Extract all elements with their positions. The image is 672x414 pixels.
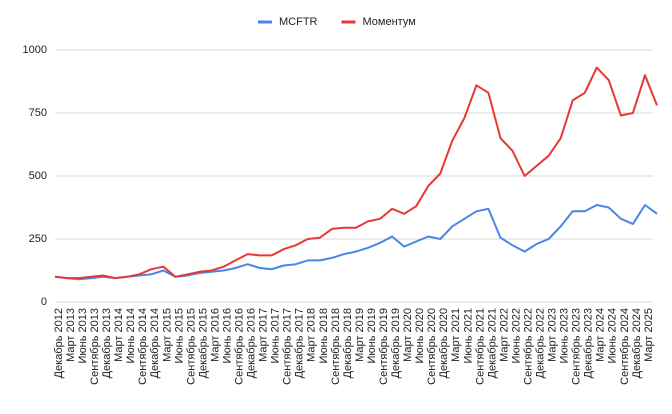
y-tick-label: 500 — [29, 170, 47, 182]
x-tick-label: Декабрь 2023 — [583, 308, 595, 378]
x-tick-label: Июнь 2015 — [173, 308, 185, 364]
x-tick-label: Март 2019 — [354, 308, 366, 362]
x-tick-label: Июнь 2024 — [607, 308, 619, 364]
legend-label: Моментум — [363, 16, 416, 28]
x-tick-label: Июнь 2014 — [125, 308, 137, 364]
x-tick-label: Март 2018 — [306, 308, 318, 362]
x-tick-label: Март 2024 — [595, 308, 607, 362]
x-tick-label: Декабрь 2014 — [149, 308, 161, 378]
x-tick-label: Июнь 2017 — [270, 308, 282, 364]
legend-label: MCFTR — [279, 16, 318, 28]
x-tick-label: Июнь 2016 — [221, 308, 233, 364]
x-tick-label: Декабрь 2015 — [197, 308, 209, 378]
y-tick-label: 250 — [29, 233, 47, 245]
x-tick-label: Июнь 2019 — [366, 308, 378, 364]
y-tick-label: 750 — [29, 107, 47, 119]
x-tick-label: Сентябрь 2016 — [234, 308, 246, 385]
x-tick-label: Декабрь 2012 — [53, 308, 65, 378]
x-tick-label: Сентябрь 2013 — [89, 308, 101, 385]
x-tick-label: Сентябрь 2023 — [571, 308, 583, 385]
x-tick-label: Март 2020 — [402, 308, 414, 362]
y-tick-label: 1000 — [23, 44, 47, 56]
x-tick-label: Сентябрь 2020 — [426, 308, 438, 385]
x-tick-label: Март 2021 — [450, 308, 462, 362]
x-tick-label: Июнь 2020 — [414, 308, 426, 364]
x-tick-label: Март 2015 — [161, 308, 173, 362]
x-tick-label: Июнь 2021 — [462, 308, 474, 364]
x-tick-label: Март 2022 — [498, 308, 510, 362]
x-tick-label: Сентябрь 2022 — [522, 308, 534, 385]
x-tick-label: Июнь 2018 — [318, 308, 330, 364]
x-tick-label: Сентябрь 2018 — [330, 308, 342, 385]
x-tick-label: Март 2014 — [113, 308, 125, 362]
x-tick-label: Декабрь 2018 — [342, 308, 354, 378]
x-tick-label: Декабрь 2016 — [246, 308, 258, 378]
x-tick-label: Декабрь 2021 — [486, 308, 498, 378]
y-tick-label: 0 — [41, 296, 47, 308]
x-tick-label: Март 2016 — [209, 308, 221, 362]
series-line — [54, 204, 658, 281]
x-tick-label: Сентябрь 2019 — [378, 308, 390, 385]
x-tick-label: Декабрь 2024 — [631, 308, 643, 378]
x-tick-label: Декабрь 2017 — [294, 308, 306, 378]
x-tick-label: Июнь 2023 — [559, 308, 571, 364]
x-tick-label: Сентябрь 2021 — [474, 308, 486, 385]
x-tick-label: Март 2025 — [643, 308, 655, 362]
series-line — [54, 66, 658, 280]
x-tick-label: Сентябрь 2014 — [137, 308, 149, 385]
x-tick-label: Сентябрь 2024 — [619, 308, 631, 385]
x-tick-label: Декабрь 2022 — [535, 308, 547, 378]
x-tick-label: Сентябрь 2015 — [185, 308, 197, 385]
x-tick-label: Март 2013 — [65, 308, 77, 362]
x-tick-label: Март 2017 — [258, 308, 270, 362]
x-tick-label: Сентябрь 2017 — [282, 308, 294, 385]
x-tick-label: Июнь 2013 — [77, 308, 89, 364]
x-tick-label: Декабрь 2019 — [390, 308, 402, 378]
x-tick-label: Декабрь 2013 — [101, 308, 113, 378]
x-tick-label: Декабрь 2020 — [438, 308, 450, 378]
x-tick-label: Июнь 2022 — [510, 308, 522, 364]
x-tick-label: Март 2023 — [547, 308, 559, 362]
